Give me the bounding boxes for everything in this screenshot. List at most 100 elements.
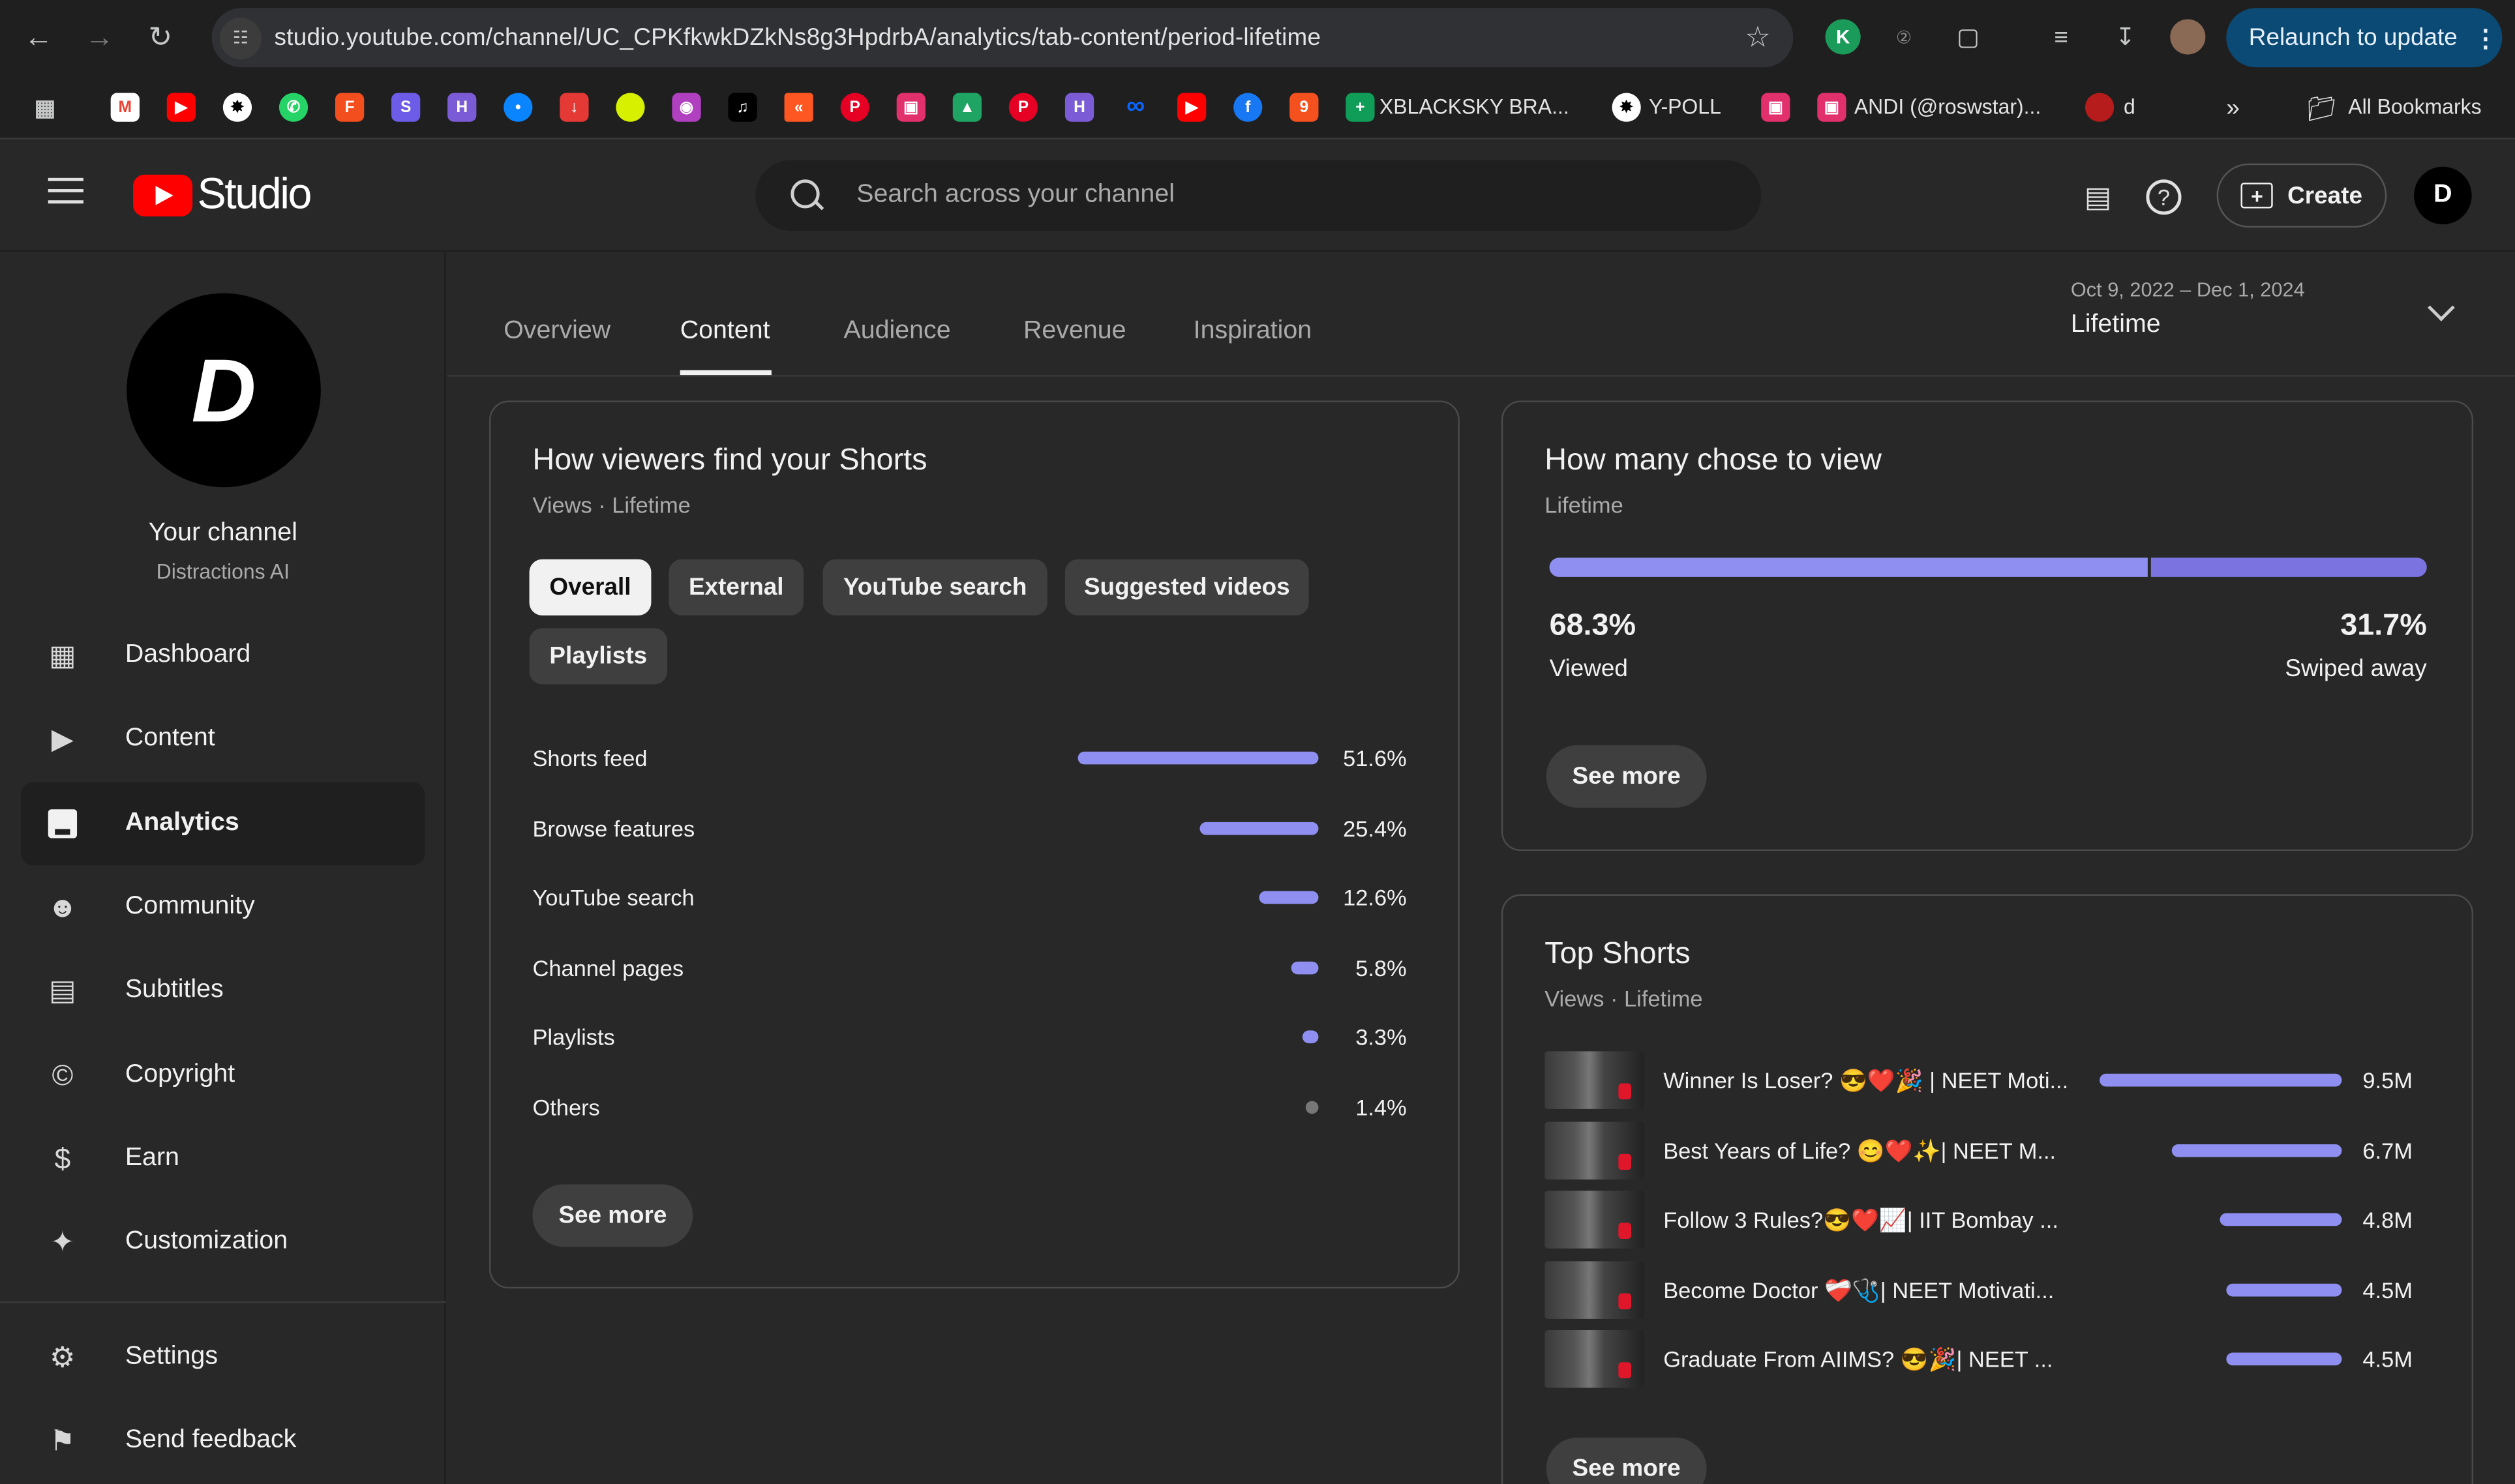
chatgpt2-bookmark-icon[interactable]: ✸ [1612,93,1641,122]
instagram-bookmark-icon[interactable]: ▣ [896,93,926,122]
create-button[interactable]: + Create [2216,163,2387,228]
account-avatar[interactable]: D [2414,166,2472,225]
see-more-button[interactable]: See more [532,1184,693,1247]
search-input[interactable] [856,181,1659,210]
tab-revenue[interactable]: Revenue [1023,317,1126,345]
help-icon[interactable]: ? [2146,179,2182,215]
whatsapp-bookmark-icon[interactable]: ✆ [279,93,309,122]
instagram2-bookmark-icon[interactable]: ▣ [1761,93,1790,122]
figma-bookmark-icon[interactable]: F [335,93,365,122]
more-bookmarks-icon[interactable]: » [2226,95,2240,122]
drive-bookmark-icon[interactable]: ▲ [952,93,982,122]
bookmark-ypoll[interactable]: Y-POLL [1649,95,1721,119]
short-views: 4.5M [2362,1346,2413,1373]
short-title[interactable]: Follow 3 Rules?😎❤️📈| IIT Bombay ... [1663,1207,2058,1233]
profile-avatar-icon[interactable] [2170,19,2206,55]
9-bookmark-icon[interactable]: 9 [1289,93,1319,122]
sidebar-item-customization[interactable]: ✦ Customization [21,1200,425,1284]
pinterest-bookmark-icon[interactable]: P [1008,93,1038,122]
youtube-bookmark-icon[interactable]: ▶ [166,93,196,122]
messages-icon[interactable]: ▤ [2084,180,2112,213]
see-more-button[interactable]: See more [1546,745,1707,808]
all-bookmarks[interactable]: All Bookmarks [2348,95,2482,119]
short-thumbnail[interactable] [1544,1191,1644,1249]
chip-overall[interactable]: Overall [529,559,652,616]
download-icon[interactable]: ↧ [2115,23,2135,52]
facebook-bookmark-icon[interactable]: f [1233,93,1263,122]
chip-external[interactable]: External [669,559,804,616]
short-thumbnail[interactable] [1544,1260,1644,1319]
sidebar-item-label: Send feedback [125,1426,297,1454]
sidebar-item-community[interactable]: ☻ Community [21,865,425,949]
sheets-bookmark-icon[interactable]: + [1346,93,1375,122]
apps-grid-icon[interactable]: ▦ [34,93,56,120]
sidebar-item-content[interactable]: ▶︎ Content [21,697,425,780]
search-bar[interactable] [755,160,1762,231]
s-bookmark-icon[interactable]: S [391,93,421,122]
studio-logo[interactable]: Studio [133,170,312,220]
orange-bookmark-icon[interactable]: « [784,93,813,122]
tab-content[interactable]: Content [680,317,770,345]
download-bookmark-icon[interactable]: ↓ [560,93,589,122]
instagram3-bookmark-icon[interactable]: ▣ [1817,93,1846,122]
chose-to-view-card: How many chose to view Lifetime 68.3% Vi… [1501,400,2474,852]
relaunch-button[interactable]: Relaunch to update ⋮ [2226,8,2503,68]
bookmark-xblacksky[interactable]: XBLACKSKY BRA... [1379,95,1569,119]
h2-bookmark-icon[interactable]: H [1064,93,1094,122]
bookmark-andi[interactable]: ANDI (@roswstar)... [1854,95,2041,119]
sidebar-item-earn[interactable]: $ Earn [21,1117,425,1200]
short-thumbnail[interactable] [1544,1051,1644,1109]
short-thumbnail[interactable] [1544,1121,1644,1180]
tab-inspiration[interactable]: Inspiration [1193,317,1312,345]
youtube2-bookmark-icon[interactable]: ▶ [1177,93,1207,122]
meta-bookmark-icon[interactable]: ∞ [1126,93,1145,121]
blue-circle-bookmark-icon[interactable]: • [504,93,533,122]
red-bookmark-icon[interactable] [2085,93,2115,122]
hamburger-menu-icon[interactable] [48,177,83,207]
card-title: How viewers find your Shorts [532,443,927,478]
see-more-button[interactable]: See more [1546,1437,1707,1484]
reload-icon[interactable]: ↻ [148,20,173,53]
h-bookmark-icon[interactable]: H [447,93,477,122]
short-title[interactable]: Best Years of Life? 😊❤️✨| NEET M... [1663,1137,2056,1163]
top-short-row[interactable]: Graduate From AIIMS? 😎🎉| NEET ... 4.5M [1544,1331,2418,1389]
search-icon[interactable] [789,178,824,213]
sidebar-item-label: Earn [125,1144,179,1172]
short-title[interactable]: Winner Is Loser? 😎❤️🎉 | NEET Moti... [1663,1067,2069,1093]
gmail-bookmark-icon[interactable]: M [110,93,140,122]
back-arrow-icon[interactable]: ← [23,20,53,53]
site-settings-icon[interactable]: ☷ [219,16,262,59]
extension-k-icon[interactable]: K [1825,19,1861,55]
bookmark-d[interactable]: d [2123,95,2135,119]
bookmark-star-icon[interactable]: ☆ [1745,20,1771,53]
short-thumbnail[interactable] [1544,1331,1644,1389]
sidebar-item-dashboard[interactable]: ▦ Dashboard [21,614,425,697]
top-short-row[interactable]: Follow 3 Rules?😎❤️📈| IIT Bombay ... 4.8M [1544,1191,2418,1249]
sidebar-item-copyright[interactable]: © Copyright [21,1033,425,1117]
chip-playlists[interactable]: Playlists [529,628,668,685]
sidebar-item-subtitles[interactable]: ▤ Subtitles [21,949,425,1032]
p-bookmark-icon[interactable]: P [840,93,869,122]
extensions-puzzle-icon[interactable]: ▢ [1956,23,1980,52]
short-title[interactable]: Become Doctor ❤️‍🩹🩺| NEET Motivati... [1663,1277,2055,1303]
sidebar-item-send-feedback[interactable]: ⚑ Send feedback [21,1399,425,1483]
address-bar[interactable]: ☷ studio.youtube.com/channel/UC_CPKfkwkD… [211,8,1794,68]
tiktok-bookmark-icon[interactable]: ♫ [728,93,757,122]
top-short-row[interactable]: Best Years of Life? 😊❤️✨| NEET M... 6.7M [1544,1121,2418,1180]
chip-youtube-search[interactable]: YouTube search [822,559,1047,616]
top-short-row[interactable]: Become Doctor ❤️‍🩹🩺| NEET Motivati... 4.5… [1544,1260,2418,1319]
channel-avatar[interactable]: D [127,293,321,488]
purple-bookmark-icon[interactable]: ◉ [672,93,701,122]
lime-bookmark-icon[interactable] [616,93,645,122]
tab-overview[interactable]: Overview [504,317,611,345]
media-control-icon[interactable]: ≡ [2054,23,2068,51]
tab-audience[interactable]: Audience [843,317,951,345]
sidebar-item-settings[interactable]: ⚙ Settings [21,1316,425,1399]
short-title[interactable]: Graduate From AIIMS? 😎🎉| NEET ... [1663,1346,2053,1373]
chatgpt-bookmark-icon[interactable]: ✸ [222,93,252,122]
forward-arrow-icon[interactable]: → [85,20,114,53]
top-short-row[interactable]: Winner Is Loser? 😎❤️🎉 | NEET Moti... 9.5M [1544,1051,2418,1109]
extension-2-icon[interactable]: ② [1895,28,1912,48]
sidebar-item-analytics[interactable]: ▂ Analytics [20,782,425,866]
chip-suggested-videos[interactable]: Suggested videos [1064,559,1309,616]
